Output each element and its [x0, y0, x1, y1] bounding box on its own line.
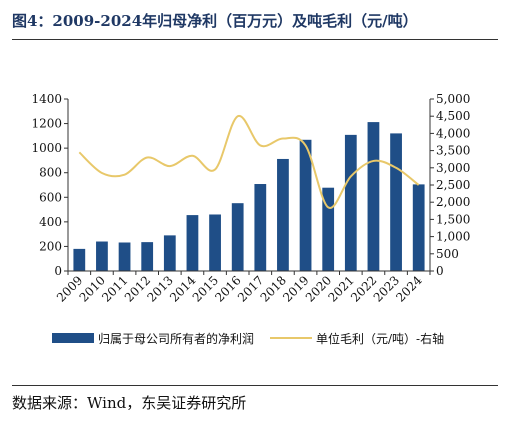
x-tick-label: 2024 [393, 273, 425, 305]
legend-line-label: 单位毛利（元/吨）-右轴 [316, 331, 444, 346]
bar [231, 203, 244, 271]
bar [96, 241, 108, 271]
left-tick-label: 1200 [31, 117, 62, 131]
legend-bar-swatch [52, 333, 94, 343]
left-tick-label: 1400 [31, 92, 62, 106]
bar-series [73, 122, 425, 272]
bar [209, 214, 221, 271]
bar [73, 248, 86, 271]
left-tick-label: 800 [39, 166, 62, 180]
right-tick-label: 0 [436, 264, 444, 278]
left-axis: 0 200 400 600 800 1000 1200 1400 [31, 92, 69, 278]
bar [367, 122, 380, 272]
source-divider [12, 385, 498, 386]
right-tick-label: 2,000 [436, 195, 470, 209]
figure-title: 图4：2009-2024年归母净利（百万元）及吨毛利（元/吨） [12, 12, 418, 30]
bar [344, 134, 357, 271]
right-tick-label: 500 [436, 247, 459, 261]
left-tick-label: 400 [39, 215, 62, 229]
left-tick-label: 600 [39, 190, 62, 204]
bar [390, 133, 402, 271]
title-divider [12, 39, 498, 40]
bar [277, 158, 289, 271]
x-axis: 2009201020112012201320142015201620172018… [54, 270, 431, 305]
line-series [78, 115, 420, 209]
source-note: 数据来源：Wind，东吴证券研究所 [12, 394, 247, 412]
right-tick-label: 5,000 [436, 92, 470, 106]
bar [141, 242, 154, 271]
bar [186, 215, 199, 271]
right-tick-label: 1,500 [436, 212, 470, 226]
bar [412, 184, 425, 271]
left-tick-label: 200 [39, 239, 62, 253]
bar [163, 235, 176, 271]
bar [254, 184, 267, 271]
right-tick-label: 4,500 [436, 109, 470, 123]
bar [299, 139, 312, 271]
bar [322, 187, 335, 271]
legend: 归属于母公司所有者的净利润 单位毛利（元/吨）-右轴 [52, 331, 444, 346]
bar [118, 242, 131, 271]
line-path [78, 115, 420, 209]
right-tick-label: 4,000 [436, 126, 470, 140]
right-tick-label: 3,500 [436, 144, 470, 158]
right-tick-label: 2,500 [436, 178, 470, 192]
legend-bar-label: 归属于母公司所有者的净利润 [98, 331, 254, 346]
left-tick-label: 0 [54, 264, 62, 278]
left-tick-label: 1000 [31, 141, 62, 155]
right-tick-label: 3,000 [436, 161, 470, 175]
chart: 0 200 400 600 800 1000 1200 1400 0 500 1,000 1,500… [31, 92, 470, 346]
right-tick-label: 1,000 [436, 230, 470, 244]
right-axis: 0 500 1,000 1,500 2,000 2,500 3,000 3,500 4,000 4… [429, 92, 470, 278]
